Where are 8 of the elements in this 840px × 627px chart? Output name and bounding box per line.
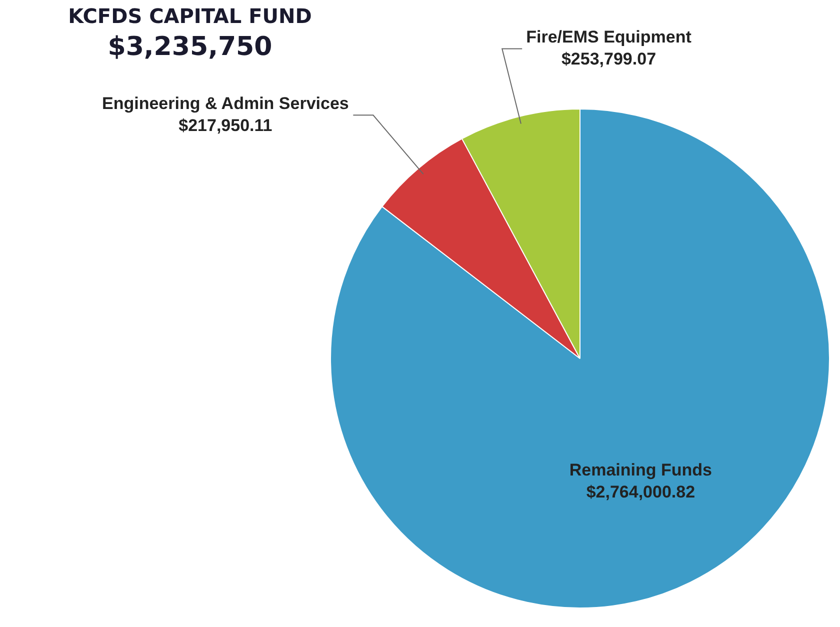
data-label: $253,799.07 (561, 49, 656, 68)
chart-title: KCFDS CAPITAL FUND (67, 4, 313, 28)
slice-label: Fire/EMS Equipment (526, 27, 692, 46)
data-label: $2,764,000.82 (586, 482, 696, 502)
slice-label: Engineering & Admin Services (102, 94, 349, 113)
data-label: $217,950.11 (178, 116, 272, 135)
chart-subtitle: $3,235,750 (106, 32, 274, 62)
slice-label: Remaining Funds (569, 460, 712, 480)
